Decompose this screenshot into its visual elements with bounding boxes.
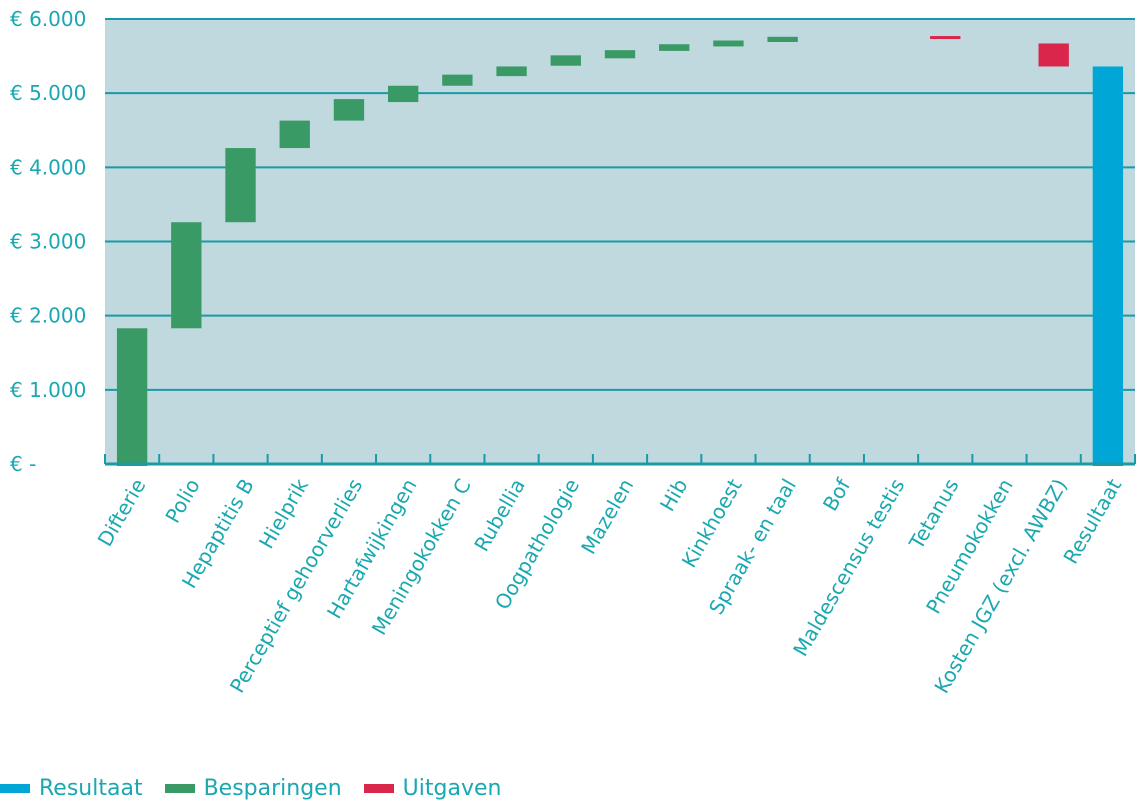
x-category-label: Hib xyxy=(655,475,692,516)
bar xyxy=(333,99,365,121)
bar xyxy=(496,66,527,77)
legend: Resultaat Besparingen Uitgaven xyxy=(0,776,523,801)
waterfall-chart: € - € 1.000 € 2.000 € 3.000 € 4.000 € 5.000 € … xyxy=(10,7,1136,698)
x-category-label: Meningokokken C xyxy=(367,475,476,640)
bar xyxy=(550,55,581,66)
legend-item-uitgaven: Uitgaven xyxy=(363,776,502,801)
bar xyxy=(604,50,636,59)
legend-item-besparingen: Besparingen xyxy=(164,776,342,801)
legend-item-resultaat: Resultaat xyxy=(0,776,143,801)
x-category-label: Difterie xyxy=(93,475,151,551)
legend-label-besparingen: Besparingen xyxy=(203,776,342,801)
legend-label-uitgaven: Uitgaven xyxy=(402,776,502,801)
x-category-label: Mazelen xyxy=(576,475,638,559)
bar xyxy=(116,328,148,466)
bar xyxy=(1092,66,1124,466)
bar xyxy=(171,222,202,329)
gridlines xyxy=(105,18,1135,391)
y-tick-label: € 2.000 xyxy=(10,304,86,328)
legend-swatch-resultaat xyxy=(0,784,30,793)
x-axis xyxy=(104,454,1136,466)
legend-swatch-besparingen xyxy=(164,784,195,793)
y-axis-tick-labels: € - € 1.000 € 2.000 € 3.000 € 4.000 € 5.000 € … xyxy=(10,7,86,476)
x-category-label: Hielprik xyxy=(254,474,313,553)
y-tick-label: € 4.000 xyxy=(10,155,86,179)
bar xyxy=(279,120,310,149)
bar xyxy=(659,44,690,51)
x-category-label: Rubellia xyxy=(469,475,530,556)
x-category-label: Maldescensus testis xyxy=(788,475,909,661)
y-tick-label: € 3.000 xyxy=(10,230,86,254)
legend-swatch-uitgaven xyxy=(363,784,394,793)
bar xyxy=(442,74,473,86)
legend-label-resultaat: Resultaat xyxy=(39,776,143,801)
bar xyxy=(930,36,961,40)
y-tick-label: € 1.000 xyxy=(10,378,86,402)
x-category-label: Polio xyxy=(160,475,204,528)
bar xyxy=(387,85,419,103)
y-tick-label: € 5.000 xyxy=(10,81,86,105)
bar xyxy=(225,148,256,223)
x-category-label: Bof xyxy=(818,474,856,515)
bar xyxy=(1038,43,1069,67)
y-tick-label: € - xyxy=(10,452,36,476)
bar xyxy=(713,40,744,47)
bars-group xyxy=(116,36,1124,466)
y-tick-label: € 6.000 xyxy=(10,7,86,31)
bar xyxy=(767,36,798,42)
x-category-label: Tetanus xyxy=(904,475,964,555)
